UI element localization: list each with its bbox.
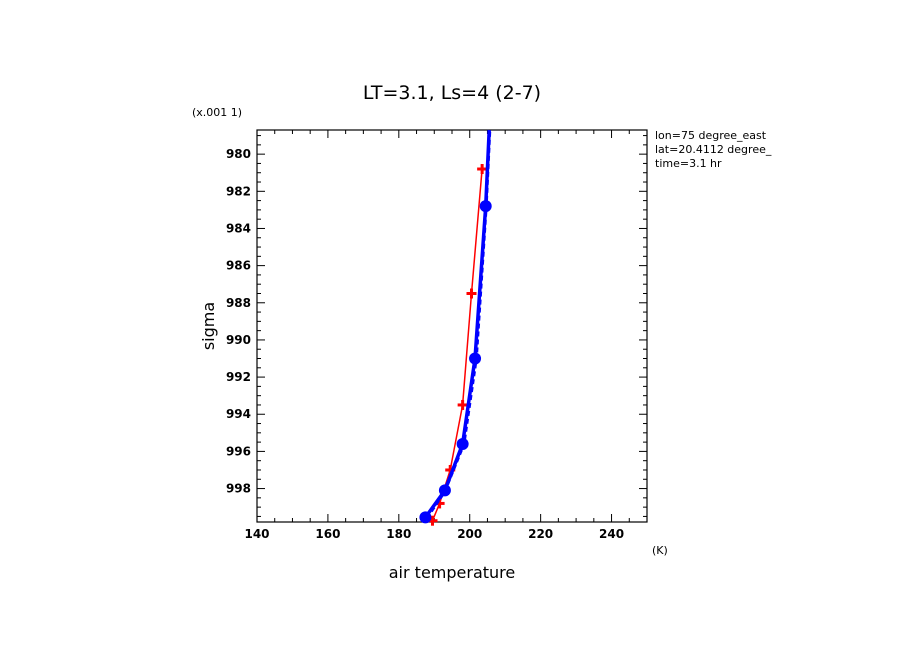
x-tick-label: 180 — [386, 527, 411, 541]
data-point — [456, 437, 469, 450]
data-point — [419, 511, 432, 524]
x-tick-label: 240 — [599, 527, 624, 541]
x-unit-label: (K) — [652, 544, 668, 557]
data-point — [477, 164, 488, 175]
x-tick-label: 140 — [244, 527, 269, 541]
data-point — [466, 288, 477, 299]
series-2 — [426, 129, 492, 519]
y-axis-label: sigma — [199, 302, 218, 350]
x-tick-label: 160 — [315, 527, 340, 541]
annotation-lon: lon=75 degree_east — [655, 129, 767, 142]
y-tick-label: 982 — [226, 184, 251, 198]
annotation-time: time=3.1 hr — [655, 157, 722, 170]
y-tick-label: 980 — [226, 147, 251, 161]
x-axis-label: air temperature — [389, 563, 515, 582]
y-tick-label: 990 — [226, 333, 251, 347]
annotation-lat: lat=20.4112 degree_ — [655, 143, 772, 156]
data-point — [469, 352, 482, 365]
chart-title: LT=3.1, Ls=4 (2-7) — [363, 82, 541, 104]
y-tick-label: 996 — [226, 444, 251, 458]
x-axis: 140 160 180 200 220 240 — [244, 130, 648, 541]
series-line — [426, 129, 492, 519]
y-tick-label: 988 — [226, 296, 251, 310]
series-0 — [427, 164, 488, 526]
y-tick-label: 984 — [226, 221, 251, 235]
data-point — [479, 200, 492, 213]
y-tick-label: 992 — [226, 370, 251, 384]
series-layer — [419, 129, 492, 526]
y-tick-label: 998 — [226, 482, 251, 496]
x-tick-label: 200 — [457, 527, 482, 541]
data-point — [457, 399, 468, 410]
x-tick-label: 220 — [528, 527, 553, 541]
y-tick-label: 994 — [226, 407, 251, 421]
y-axis: 980 982 984 986 988 990 992 994 996 998 — [226, 135, 647, 517]
y-tick-label: 986 — [226, 259, 251, 273]
y-scale-note: (x.001 1) — [192, 106, 242, 119]
